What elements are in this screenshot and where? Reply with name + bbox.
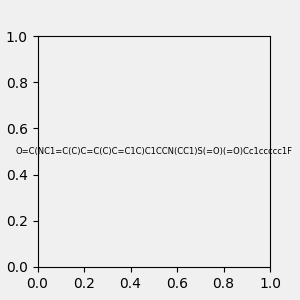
Text: O=C(NC1=C(C)C=C(C)C=C1C)C1CCN(CC1)S(=O)(=O)Cc1ccccc1F: O=C(NC1=C(C)C=C(C)C=C1C)C1CCN(CC1)S(=O)(…: [15, 147, 292, 156]
